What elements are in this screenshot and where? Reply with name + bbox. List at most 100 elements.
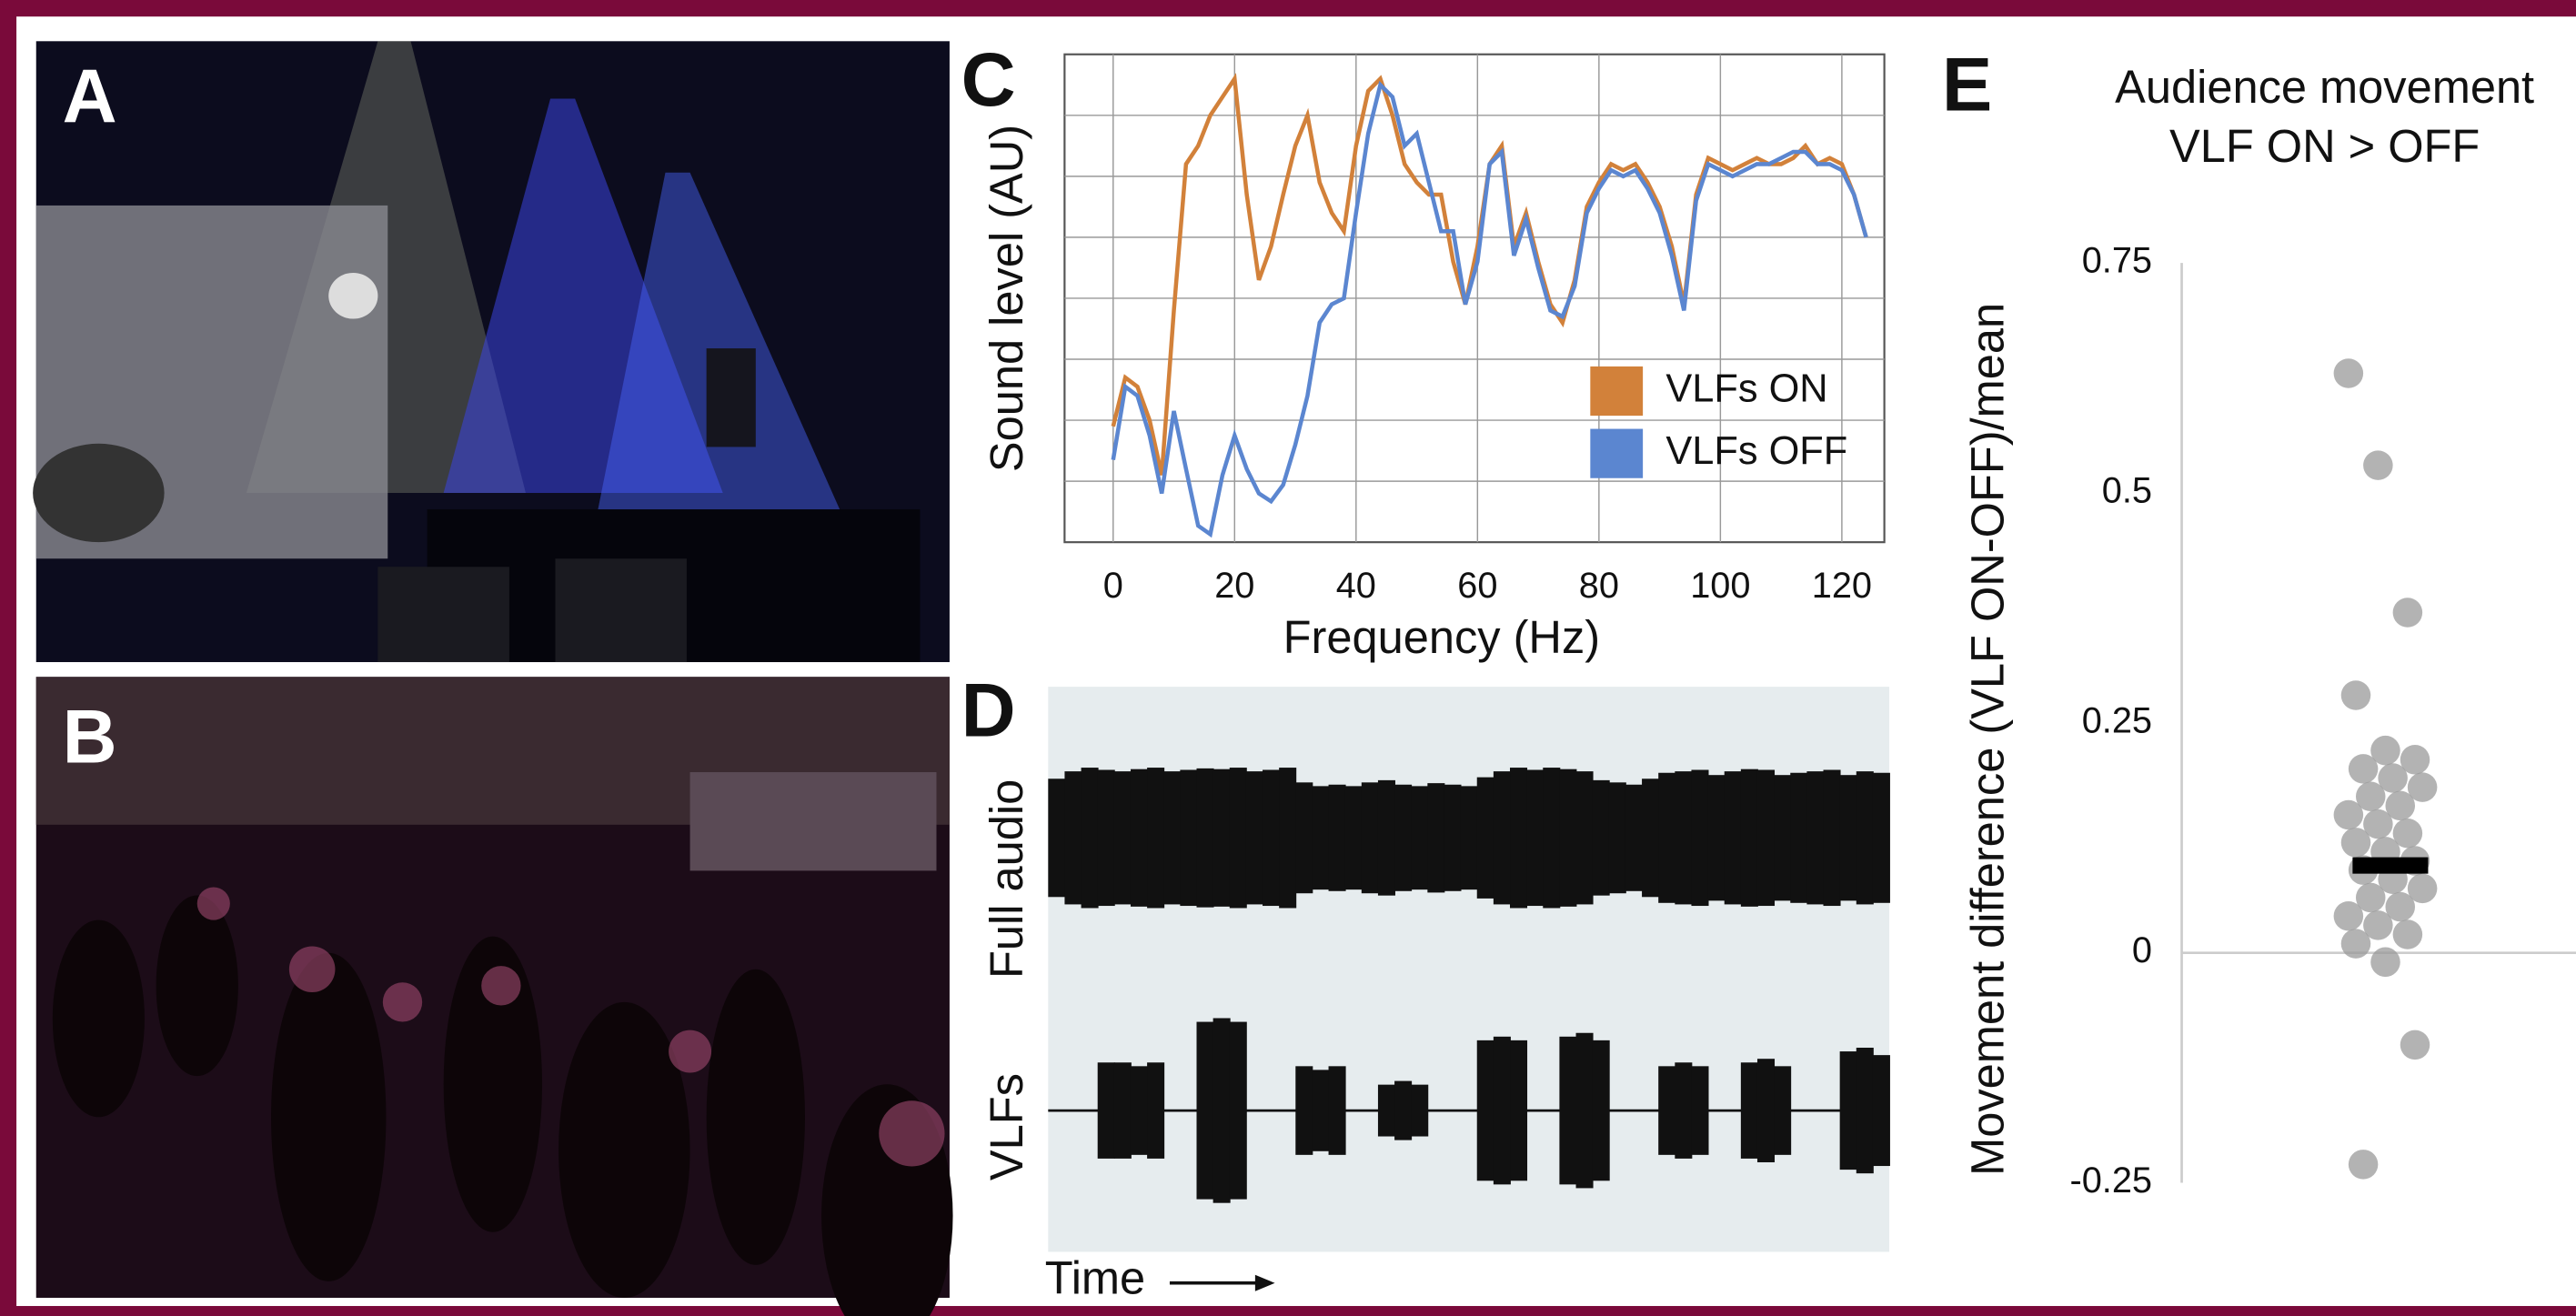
data-point [2400, 1030, 2430, 1060]
waveform-segment [1741, 769, 1758, 907]
x-tick-label: 40 [1336, 566, 1376, 606]
photo-stage [33, 41, 950, 662]
series-label: Full audio [981, 779, 1032, 979]
waveform-segment [1147, 1062, 1164, 1159]
waveform-segment [1857, 1048, 1874, 1173]
data-point [2341, 929, 2371, 959]
waveform-segment [1394, 785, 1412, 891]
waveform-segment [1411, 786, 1428, 889]
data-point [2341, 680, 2371, 710]
x-tick-label: 60 [1457, 566, 1497, 606]
waveform-segment [1593, 1040, 1610, 1180]
waveform-segment [1691, 1066, 1708, 1155]
x-tick-label: 80 [1579, 566, 1619, 606]
waveform-segment [1543, 768, 1560, 908]
x-tick-label: 20 [1214, 566, 1254, 606]
waveform-segment [1857, 771, 1874, 904]
waveform-segment [1427, 783, 1444, 892]
waveform-segment [1362, 782, 1379, 893]
legend-label: VLFs OFF [1665, 429, 1847, 473]
waveform-segment [1840, 1051, 1857, 1170]
waveform-segment [1461, 786, 1478, 889]
x-tick-label: 0 [1103, 566, 1123, 606]
x-tick-label: 120 [1812, 566, 1872, 606]
y-tick-label: 0.25 [2082, 700, 2152, 740]
waveform-segment [1609, 782, 1626, 893]
waveform-segment [1576, 1033, 1594, 1189]
x-axis-label: Time [1045, 1251, 1145, 1303]
data-point [2393, 919, 2423, 949]
waveform-segment [1873, 773, 1890, 903]
waveform-segment [1230, 768, 1247, 908]
waveform-segment [1444, 785, 1461, 891]
figure: A B C D E 020406080100120Frequency (Hz)S… [0, 0, 2576, 1316]
waveform-segment [1131, 769, 1148, 907]
data-point [2370, 948, 2400, 978]
waveform-segment [1526, 769, 1544, 906]
waveform-segment [1494, 771, 1511, 904]
chart-title: Audience movement [2115, 61, 2534, 113]
series-label: VLFs [981, 1073, 1032, 1180]
y-axis-label: Sound level (AU) [981, 125, 1032, 472]
page: {"panel_labels": ["A", "B", "C", "D", "E… [0, 0, 2576, 1316]
waveform-segment [1576, 771, 1594, 904]
panel-label: C [961, 37, 1016, 122]
waveform-segment [1741, 1062, 1758, 1159]
legend-swatch [1590, 429, 1643, 478]
data-point [2393, 598, 2423, 628]
waveform-segment [1196, 1022, 1213, 1200]
panel-label: A [63, 54, 117, 138]
waveform-segment [1312, 1070, 1329, 1150]
waveform-segment [1725, 771, 1742, 904]
waveform-segment [1691, 769, 1708, 906]
waveform-segment [1064, 771, 1082, 904]
waveform-segment [1329, 785, 1346, 891]
waveform-segment [1559, 769, 1576, 907]
waveform-segment [1114, 771, 1132, 904]
waveform-segment [1774, 775, 1791, 900]
waveform-segment [1510, 1040, 1527, 1180]
chart-title: VLF ON > OFF [2169, 120, 2480, 172]
waveform-segment [1098, 1062, 1115, 1159]
waveform-segment [1147, 768, 1164, 908]
waveform-segment [1658, 1066, 1675, 1155]
waveform-segment [1510, 768, 1527, 908]
mean-bar [2352, 858, 2428, 874]
waveform-segment [1114, 1062, 1132, 1159]
data-point [2334, 358, 2364, 388]
waveform-segment [1708, 775, 1726, 900]
waveform-segment [1806, 771, 1824, 904]
waveform-segment [1263, 769, 1280, 906]
waveform-segment [1840, 775, 1857, 900]
panel-label: D [961, 668, 1016, 753]
x-tick-label: 100 [1690, 566, 1750, 606]
y-axis-label: Movement difference (VLF ON-OFF)/mean [1961, 303, 2013, 1176]
waveform-segment [1098, 769, 1115, 906]
x-axis-label: Frequency (Hz) [1283, 611, 1600, 663]
waveform-segment [1196, 769, 1213, 908]
waveform-segment [1378, 780, 1395, 896]
waveform-segment [1295, 782, 1313, 893]
data-point [2349, 1150, 2379, 1180]
waveform-segment [1411, 1085, 1428, 1137]
photo-crowd [36, 677, 953, 1316]
waveform-segment [1642, 779, 1659, 897]
waveform-segment [1873, 1055, 1890, 1166]
waveform-segment [1180, 769, 1197, 906]
waveform-segment [1279, 768, 1296, 908]
legend-label: VLFs ON [1665, 367, 1827, 410]
y-tick-label: -0.25 [2069, 1160, 2152, 1200]
waveform-segment [1790, 773, 1807, 903]
legend-swatch [1590, 367, 1643, 416]
waveform-segment [1593, 780, 1610, 896]
waveform-segment [1675, 771, 1692, 904]
waveform-segment [1394, 1081, 1412, 1140]
waveform-segment [1163, 771, 1181, 904]
waveform-segment [1246, 771, 1263, 904]
panel-label: B [63, 694, 117, 779]
waveform-segment [1757, 1059, 1775, 1162]
waveform-segment [1329, 1066, 1346, 1155]
waveform-segment [1477, 1040, 1494, 1180]
waveform-segment [1213, 1018, 1231, 1202]
waveform-segment [1477, 778, 1494, 899]
